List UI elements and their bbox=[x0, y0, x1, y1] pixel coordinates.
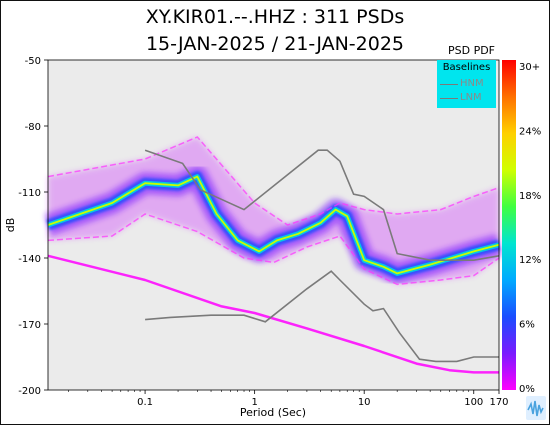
x-axis: 0.1 1 10 100 170 bbox=[68, 390, 509, 408]
x-axis-label: Period (Sec) bbox=[240, 406, 306, 419]
pdf-mode-line bbox=[47, 175, 500, 275]
colorbar-tick-label: 0% bbox=[519, 384, 535, 395]
x-tick-label: 10 bbox=[358, 397, 371, 408]
colorbar-tick-label: 18% bbox=[519, 191, 541, 202]
x-tick-label: 1 bbox=[251, 397, 257, 408]
wave-logo-icon bbox=[526, 396, 546, 420]
x-tick-label: 170 bbox=[489, 397, 508, 408]
legend-label-hnm: HNM bbox=[460, 78, 484, 89]
colorbar-title: PSD PDF bbox=[448, 44, 496, 57]
x-tick-label: 0.1 bbox=[137, 397, 153, 408]
chart-subtitle: 15-JAN-2025 / 21-JAN-2025 bbox=[145, 33, 405, 55]
baseline-lnm bbox=[145, 270, 499, 363]
legend-line-lnm bbox=[440, 98, 458, 99]
legend-title: Baselines bbox=[442, 62, 491, 73]
legend-label-lnm: LNM bbox=[460, 92, 482, 103]
y-tick-label: -110 bbox=[18, 188, 41, 199]
legend-line-hnm bbox=[440, 84, 458, 85]
colorbar-tick-label: 12% bbox=[519, 255, 541, 266]
pdf-lower-trace bbox=[47, 213, 500, 286]
y-axis-label: dB bbox=[4, 218, 17, 233]
y-tick-label: -170 bbox=[18, 320, 41, 331]
x-tick-label: 100 bbox=[464, 397, 483, 408]
colorbar-ticks: 30+ 24% 18% 12% 6% 0% bbox=[519, 62, 541, 395]
baseline-hnm bbox=[144, 149, 500, 261]
colorbar-tick-label: 30+ bbox=[519, 62, 540, 73]
y-tick-label: -80 bbox=[25, 122, 41, 133]
y-tick-label: -200 bbox=[18, 386, 41, 397]
colorbar bbox=[502, 60, 516, 390]
y-tick-label: -50 bbox=[25, 56, 41, 67]
pdf-upper-trace bbox=[47, 136, 500, 226]
baselines-legend: Baselines HNM LNM bbox=[437, 60, 496, 108]
chart-title: XY.KIR01.--.HHZ : 311 PSDs bbox=[145, 6, 405, 28]
plot-border bbox=[47, 59, 500, 391]
pdf-density-layer bbox=[44, 136, 502, 374]
y-axis: -50 -80 -110 -140 -170 -200 bbox=[18, 56, 48, 397]
colorbar-tick-label: 24% bbox=[519, 126, 541, 137]
pdf-noise-floor bbox=[47, 254, 499, 374]
colorbar-tick-label: 6% bbox=[519, 320, 535, 331]
y-tick-label: -140 bbox=[18, 254, 41, 265]
baseline-layer bbox=[144, 149, 500, 363]
